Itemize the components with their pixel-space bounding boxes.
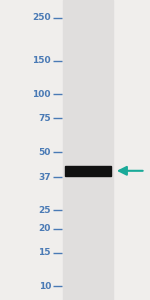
Text: 150: 150 (32, 56, 51, 65)
Text: 250: 250 (32, 14, 51, 22)
Text: 37: 37 (38, 173, 51, 182)
Text: 25: 25 (39, 206, 51, 214)
Bar (63, 0, 112, 300)
Text: 75: 75 (38, 114, 51, 123)
Text: 100: 100 (33, 90, 51, 99)
Bar (64, 166, 111, 175)
Text: 15: 15 (39, 248, 51, 257)
Text: 20: 20 (39, 224, 51, 233)
Text: 50: 50 (39, 148, 51, 157)
Text: 10: 10 (39, 282, 51, 291)
